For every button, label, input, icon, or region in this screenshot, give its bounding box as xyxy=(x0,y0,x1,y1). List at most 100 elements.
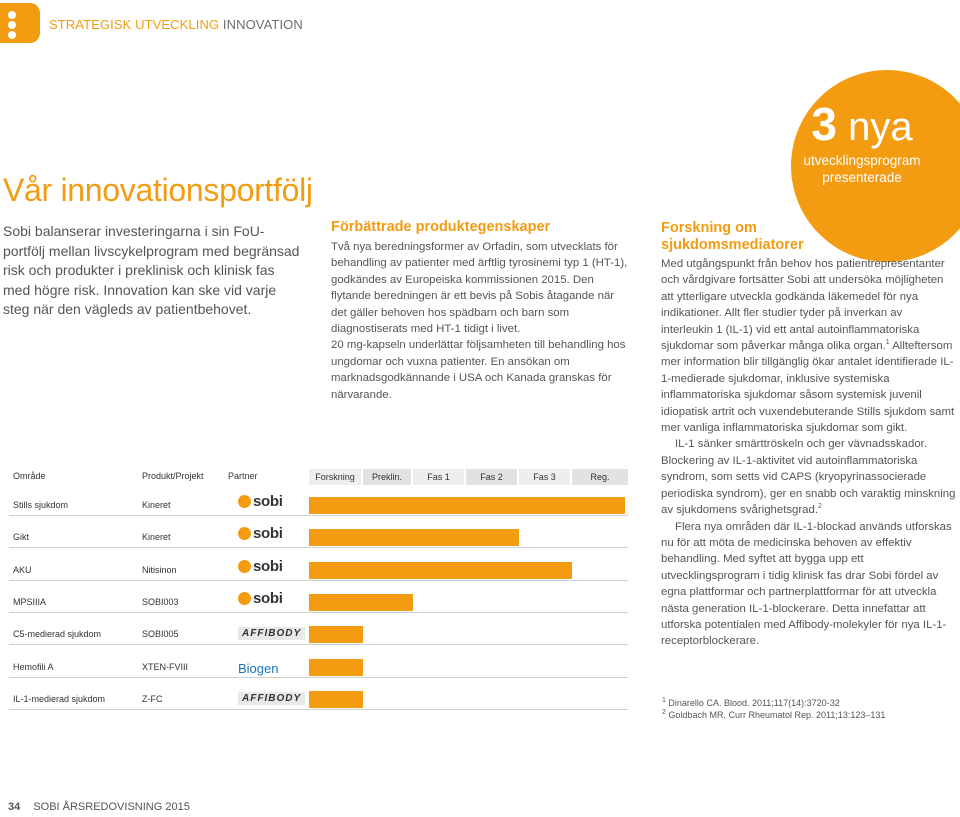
footnote-1-text: Dinarello CA. Blood. 2011;117(14):3720-3… xyxy=(668,698,840,708)
header-phase2: Fas 2 xyxy=(466,469,517,485)
bubble-word: nya xyxy=(848,105,913,149)
header-area: Område xyxy=(13,471,46,481)
partner-name: sobi xyxy=(253,525,283,542)
right-p2-text: IL-1 sänker smärttröskeln och ger vävnad… xyxy=(661,438,956,517)
footnote-2-number: 2 xyxy=(662,709,666,716)
partner-name: sobi xyxy=(253,590,283,607)
row-area: IL-1-medierad sjukdom xyxy=(13,694,106,704)
page-number: 34 xyxy=(8,801,21,813)
middle-body: Två nya beredningsformer av Orfadin, som… xyxy=(331,239,631,403)
partner-name: sobi xyxy=(253,558,283,575)
right-column: Forskning om sjukdomsmediatorer Med utgå… xyxy=(661,220,957,650)
row-area: AKU xyxy=(13,565,32,575)
pipeline-row: MPSIIIA SOBI003 sobi xyxy=(0,586,630,618)
stage-bar xyxy=(309,594,413,611)
pipeline-row: IL-1-medierad sjukdom Z-FC AFFIBODY xyxy=(0,683,630,715)
footnotes: 1 Dinarello CA. Blood. 2011;117(14):3720… xyxy=(662,697,885,721)
row-project: XTEN-FVIII xyxy=(142,662,189,672)
row-divider xyxy=(9,644,628,645)
right-paragraph-3: Flera nya områden där IL-1-blockad använ… xyxy=(661,520,952,648)
subsection-name: INNOVATION xyxy=(222,17,303,32)
row-project: Z-FC xyxy=(142,694,163,704)
row-project: Nitisinon xyxy=(142,565,177,575)
pipeline-header: Område Produkt/Projekt Partner Forskning… xyxy=(0,469,630,485)
bubble-count: 3 xyxy=(811,98,837,150)
pipeline-row: Hemofili A XTEN-FVIII Biogen xyxy=(0,651,630,683)
stage-bar xyxy=(309,659,363,676)
stage-bar xyxy=(309,691,363,708)
sobi-logo-mark xyxy=(238,560,251,573)
highlight-bubble: 3 nya utvecklingsprogram presenterade xyxy=(791,70,960,262)
stage-bar xyxy=(309,626,363,643)
badge-dot xyxy=(8,11,16,19)
row-area: MPSIIIA xyxy=(13,597,47,607)
row-divider xyxy=(9,515,628,516)
intro-paragraph: Sobi balanserar investeringarna i sin Fo… xyxy=(3,223,300,317)
bubble-number: 3 nya xyxy=(791,101,960,149)
affibody-logo: AFFIBODY xyxy=(238,627,306,640)
sobi-logo-mark xyxy=(238,527,251,540)
stage-bar xyxy=(309,529,519,546)
sobi-logo: sobi xyxy=(238,590,283,607)
pipeline-row: Gikt Kineret sobi xyxy=(0,521,630,553)
page-footer: 34 SOBI ÅRSREDOVISNING 2015 xyxy=(8,801,190,813)
right-p1-text: Med utgångspunkt från behov hos patientr… xyxy=(661,258,945,353)
stage-bar xyxy=(309,497,625,514)
middle-column: Förbättrade produktegenskaper Två nya be… xyxy=(331,219,631,403)
footnote-ref-1: 1 xyxy=(885,339,890,347)
middle-paragraph-1: Två nya beredningsformer av Orfadin, som… xyxy=(331,241,628,336)
footnote-1: 1 Dinarello CA. Blood. 2011;117(14):3720… xyxy=(662,697,885,709)
footnote-1-number: 1 xyxy=(662,697,666,704)
header-preclinical: Preklin. xyxy=(363,469,411,485)
section-header: STRATEGISK UTVECKLING INNOVATION xyxy=(49,17,303,32)
sobi-logo-mark xyxy=(238,592,251,605)
row-divider xyxy=(9,677,628,678)
row-divider xyxy=(9,612,628,613)
bubble-label: utvecklingsprogram presenterade xyxy=(803,153,921,185)
sobi-logo: sobi xyxy=(238,493,283,510)
right-paragraph-2: IL-1 sänker smärttröskeln och ger vävnad… xyxy=(661,436,957,518)
middle-heading: Förbättrade produktegenskaper xyxy=(331,219,551,235)
right-heading: Forskning om sjukdomsmediatorer xyxy=(661,220,804,253)
row-project: SOBI005 xyxy=(142,629,179,639)
stage-bar xyxy=(309,562,572,579)
header-partner: Partner xyxy=(228,471,258,481)
footnote-2-text: Goldbach MR. Curr Rheumatol Rep. 2011;13… xyxy=(668,710,886,720)
page-title: Vår innovationsportfölj xyxy=(3,172,313,208)
sobi-logo: sobi xyxy=(238,558,283,575)
pipeline-row: AKU Nitisinon sobi xyxy=(0,554,630,586)
header-research: Forskning xyxy=(309,469,361,485)
pipeline-row: Stills sjukdom Kineret sobi xyxy=(0,489,630,521)
row-area: Stills sjukdom xyxy=(13,500,69,510)
row-project: Kineret xyxy=(142,500,171,510)
right-body: Med utgångspunkt från behov hos patientr… xyxy=(661,256,957,650)
header-phase3: Fas 3 xyxy=(519,469,570,485)
row-area: C5-medierad sjukdom xyxy=(13,629,102,639)
header-phase1: Fas 1 xyxy=(413,469,464,485)
sobi-logo-mark xyxy=(238,495,251,508)
middle-paragraph-2: 20 mg-kapseln underlättar följsamheten t… xyxy=(331,339,626,401)
header-registration: Reg. xyxy=(572,469,628,485)
row-divider xyxy=(9,547,628,548)
row-divider xyxy=(9,580,628,581)
pipeline-table: Område Produkt/Projekt Partner Forskning… xyxy=(0,469,630,710)
row-area: Hemofili A xyxy=(13,662,54,672)
row-project: SOBI003 xyxy=(142,597,179,607)
affibody-logo: AFFIBODY xyxy=(238,692,306,705)
badge-dot xyxy=(8,21,16,29)
row-project: Kineret xyxy=(142,532,171,542)
section-name: STRATEGISK UTVECKLING xyxy=(49,17,220,32)
partner-name: sobi xyxy=(253,493,283,510)
right-paragraph-1: Med utgångspunkt från behov hos patientr… xyxy=(661,256,957,436)
footnote-ref-2: 2 xyxy=(818,503,822,511)
biogen-logo: Biogen xyxy=(238,661,279,676)
row-area: Gikt xyxy=(13,532,30,542)
footnote-2: 2 Goldbach MR. Curr Rheumatol Rep. 2011;… xyxy=(662,709,885,721)
section-badge xyxy=(0,3,40,43)
row-divider xyxy=(9,709,628,710)
badge-dot xyxy=(8,31,16,39)
pipeline-row: C5-medierad sjukdom SOBI005 AFFIBODY xyxy=(0,618,630,650)
header-project: Produkt/Projekt xyxy=(142,471,204,481)
footer-text: SOBI ÅRSREDOVISNING 2015 xyxy=(33,801,190,813)
sobi-logo: sobi xyxy=(238,525,283,542)
